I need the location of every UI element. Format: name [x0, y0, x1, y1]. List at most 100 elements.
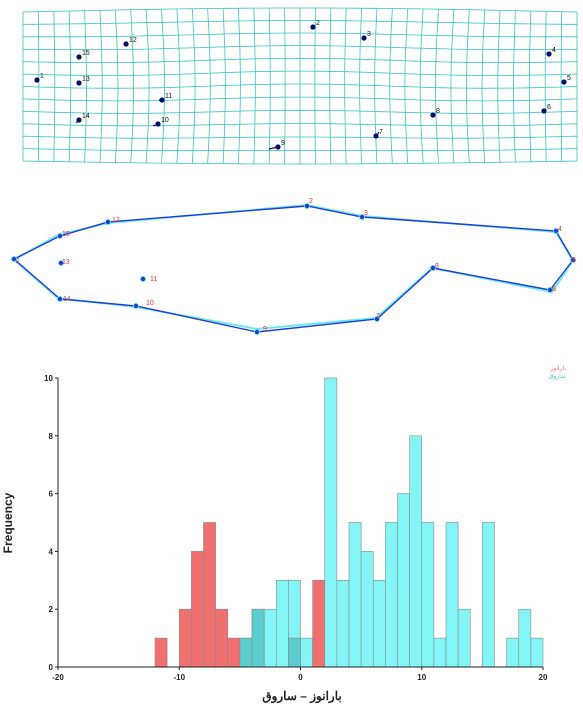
landmark-label: 15 [82, 50, 90, 57]
landmark-dot [361, 35, 367, 41]
x-tick-label: 0 [298, 673, 303, 682]
outline-point-dark [570, 257, 576, 263]
bar-sarough [482, 522, 495, 668]
outline-point-dark [359, 214, 365, 220]
bar-sarough [445, 522, 459, 668]
outline-point-dark [254, 329, 260, 335]
landmark-label: 2 [316, 20, 320, 27]
outline-point-dark [140, 276, 146, 282]
bar-sarough [421, 522, 435, 668]
landmark-dot [155, 121, 161, 127]
grid-line-vertical [84, 10, 87, 163]
bar-baranoz [251, 608, 265, 668]
landmark-dot [76, 117, 82, 123]
outline-point-label: 11 [150, 276, 157, 283]
outline-point-label: 3 [364, 210, 368, 217]
outline-point-labels: 2 3 4 5 6 7 8 9 10 14 1 13 11 12 15 [16, 198, 576, 333]
legend-label-sarough: ساروق [549, 373, 566, 380]
landmark-label: 4 [552, 47, 556, 54]
outline-point-dark [105, 219, 111, 225]
landmark-dot [310, 24, 316, 30]
outline-point-label: 15 [62, 231, 70, 238]
bar-baranoz [203, 522, 216, 668]
landmark-label: 11 [165, 93, 172, 100]
bar-baranoz [239, 637, 253, 668]
outline-point-dark [547, 287, 553, 293]
outline-point-dark [58, 260, 64, 266]
y-tick-label: 2 [49, 605, 54, 614]
landmark-dot [561, 79, 567, 85]
grid-line-vertical [222, 8, 226, 164]
outline-dark [12, 205, 574, 333]
grid-line-vertical [130, 9, 134, 163]
outline-point-dark [374, 316, 380, 322]
grid-line-vertical [191, 8, 196, 164]
landmark-dot [76, 54, 82, 60]
y-tick-label: 4 [49, 547, 54, 556]
outline-point-dark [133, 303, 139, 309]
landmark-dot [275, 144, 281, 150]
bar-sarough [518, 608, 532, 668]
y-tick-label: 8 [49, 432, 54, 441]
landmark-label: 14 [82, 113, 90, 120]
bar-sarough [409, 435, 423, 668]
bar-sarough [506, 637, 520, 668]
landmark-label: 13 [82, 76, 90, 83]
y-tick-label: 10 [44, 374, 53, 383]
bar-sarough [336, 579, 350, 668]
outline-point-dark [553, 228, 559, 234]
bar-sarough [263, 608, 277, 668]
landmark-label: 8 [436, 108, 440, 115]
bar-sarough [372, 579, 386, 668]
grid-line-vertical [176, 8, 181, 164]
outline-comparison-panel: 2 3 4 5 6 7 8 9 10 14 1 13 11 12 15 [11, 198, 576, 335]
outline-point-dark [57, 296, 63, 302]
x-ticks: -20 -10 0 10 20 [52, 667, 548, 682]
grid-line-vertical [329, 8, 332, 165]
bar-baranoz [215, 608, 229, 668]
x-tick-label: -10 [173, 673, 185, 682]
outline-light [12, 203, 575, 331]
bar-baranoz [288, 637, 301, 668]
bar-baranoz [227, 637, 241, 668]
landmark-dot [34, 77, 40, 83]
outline-point-label: 5 [572, 257, 576, 264]
y-tick-label: 0 [49, 663, 54, 672]
bar-baranoz [154, 637, 168, 668]
grid-line-vertical [481, 9, 486, 163]
grid-line-vertical [466, 9, 470, 163]
x-axis-title: بارانوز – ساروق [262, 689, 341, 704]
grid-line-vertical [513, 10, 516, 163]
landmark-dot [123, 41, 129, 47]
landmark-label: 5 [567, 75, 571, 82]
grid-line-vertical [544, 11, 547, 162]
deformation-grid-lines [22, 7, 578, 165]
outline-point-label: 2 [309, 198, 313, 205]
outline-points [11, 203, 576, 335]
landmark-label: 6 [547, 104, 551, 111]
grid-line-vertical [389, 8, 393, 164]
grid-line-vertical [145, 9, 150, 163]
outline-point-label: 1 [16, 258, 20, 265]
bar-baranoz [178, 608, 192, 668]
y-ticks: 0 2 4 6 8 10 [44, 374, 58, 672]
grid-line-vertical [253, 8, 256, 164]
outline-point-label: 12 [112, 217, 120, 224]
y-axis-title: Frequency [1, 492, 15, 553]
outline-point-label: 14 [63, 296, 71, 303]
landmark-dots [34, 24, 567, 150]
landmark-label: 1 [40, 73, 44, 80]
landmark-dot [546, 51, 552, 57]
bar-sarough [385, 522, 398, 668]
outline-point-label: 10 [146, 300, 154, 307]
outline-point-label: 4 [558, 226, 562, 233]
landmark-label: 9 [281, 140, 285, 147]
legend-label-baranoz: بارانوز [549, 365, 566, 372]
bar-sarough [397, 493, 410, 668]
histogram-panel: -20 -10 0 10 20 0 2 4 6 8 10 بارانوز – ساروق Freq… [1, 365, 566, 704]
grid-line-vertical [238, 8, 241, 164]
grid-line-vertical [419, 8, 424, 164]
landmark-dot [76, 80, 82, 86]
